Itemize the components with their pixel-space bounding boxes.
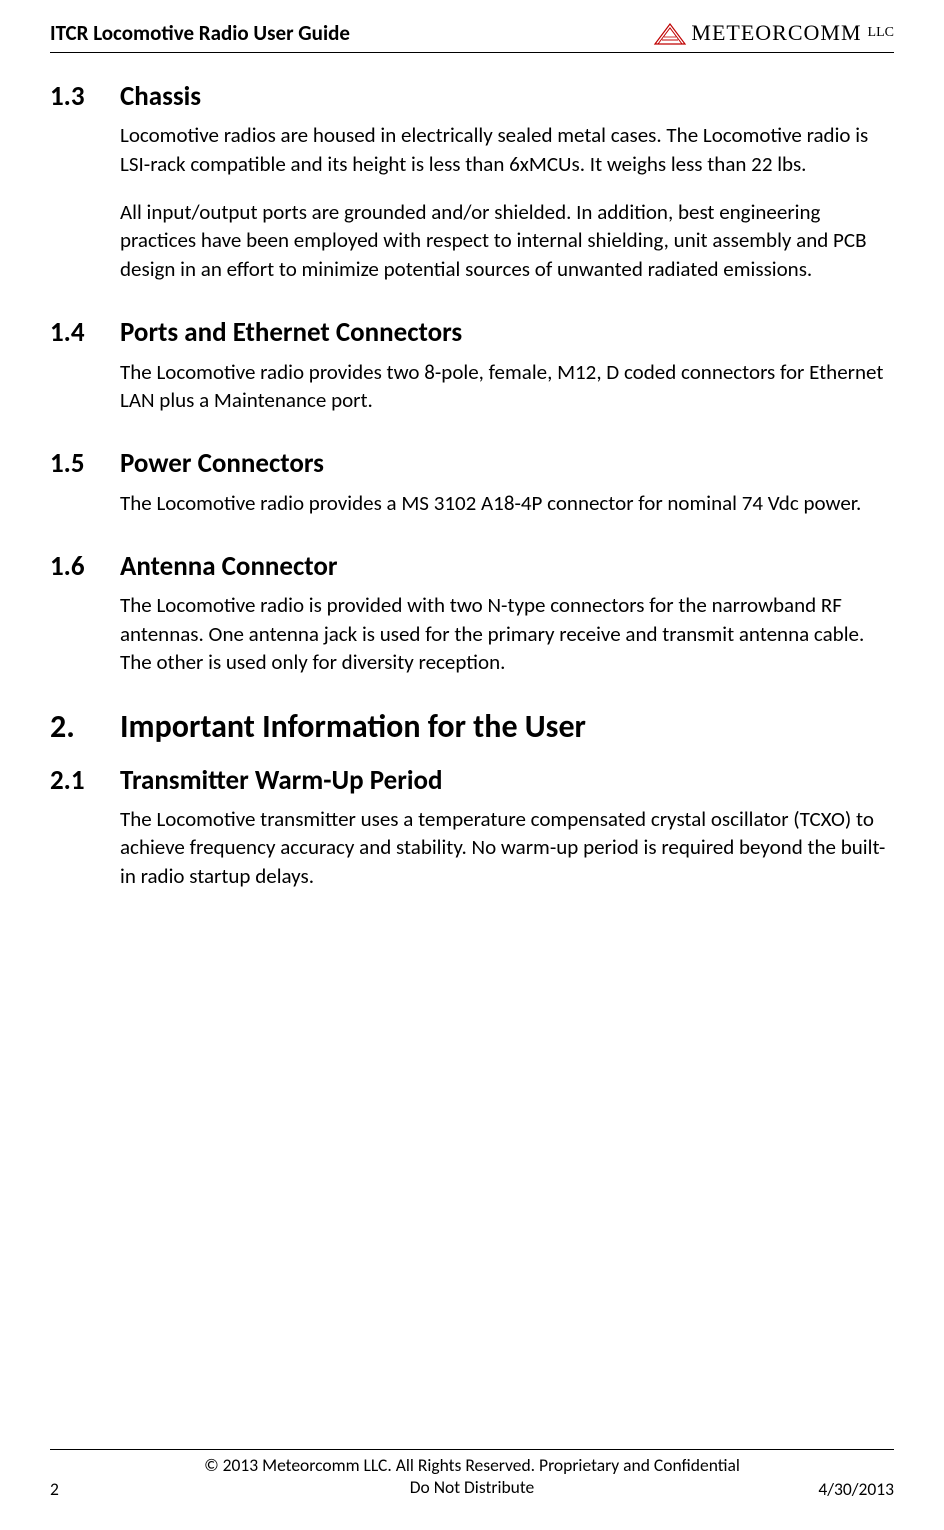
section-body: Locomotive radios are housed in electric… xyxy=(120,121,894,283)
section-number: 1.6 xyxy=(50,551,120,583)
section-heading: 1.6 Antenna Connector xyxy=(50,551,894,583)
section-title: Important Information for the User xyxy=(120,708,586,746)
spacer xyxy=(50,303,894,317)
section-heading: 1.5 Power Connectors xyxy=(50,448,894,480)
section-title: Antenna Connector xyxy=(120,551,338,583)
section-heading: 1.3 Chassis xyxy=(50,81,894,113)
paragraph: The Locomotive radio provides two 8-pole… xyxy=(120,358,894,415)
section-number: 1.5 xyxy=(50,448,120,480)
section-heading: 1.4 Ports and Ethernet Connectors xyxy=(50,317,894,349)
section-body: The Locomotive transmitter uses a temper… xyxy=(120,805,894,890)
section-body: The Locomotive radio provides two 8-pole… xyxy=(120,358,894,415)
section-title: Chassis xyxy=(120,81,201,113)
page: ITCR Locomotive Radio User Guide METEORC… xyxy=(0,0,944,1530)
document-title: ITCR Locomotive Radio User Guide xyxy=(50,20,350,46)
paragraph: All input/output ports are grounded and/… xyxy=(120,198,894,283)
chapter-heading: 2. Important Information for the User xyxy=(50,708,894,746)
page-header: ITCR Locomotive Radio User Guide METEORC… xyxy=(50,20,894,53)
page-number: 2 xyxy=(50,1478,110,1500)
section-number: 1.3 xyxy=(50,81,120,113)
company-logo: METEORCOMM LLC xyxy=(653,20,894,46)
paragraph: The Locomotive radio provides a MS 3102 … xyxy=(120,489,894,517)
section-heading: 2.1 Transmitter Warm-Up Period xyxy=(50,765,894,797)
logo-suffix-text: LLC xyxy=(868,25,894,41)
section-title: Transmitter Warm-Up Period xyxy=(120,765,442,797)
paragraph: Locomotive radios are housed in electric… xyxy=(120,121,894,178)
footer-date: 4/30/2013 xyxy=(774,1478,894,1500)
section-body: The Locomotive radio provides a MS 3102 … xyxy=(120,489,894,517)
section-body: The Locomotive radio is provided with tw… xyxy=(120,591,894,676)
paragraph: The Locomotive radio is provided with tw… xyxy=(120,591,894,676)
page-content: 1.3 Chassis Locomotive radios are housed… xyxy=(50,81,894,1449)
meteor-icon xyxy=(653,20,687,46)
section-title: Power Connectors xyxy=(120,448,324,480)
footer-rule xyxy=(50,1449,894,1450)
section-title: Ports and Ethernet Connectors xyxy=(120,317,462,349)
page-footer: © 2013 Meteorcomm LLC. All Rights Reserv… xyxy=(50,1449,894,1501)
section-number: 2. xyxy=(50,708,120,746)
paragraph: The Locomotive transmitter uses a temper… xyxy=(120,805,894,890)
spacer xyxy=(50,434,894,448)
section-number: 1.4 xyxy=(50,317,120,349)
logo-brand-text: METEORCOMM xyxy=(691,20,861,46)
footer-copyright: © 2013 Meteorcomm LLC. All Rights Reserv… xyxy=(50,1454,894,1477)
section-number: 2.1 xyxy=(50,765,120,797)
spacer xyxy=(50,537,894,551)
